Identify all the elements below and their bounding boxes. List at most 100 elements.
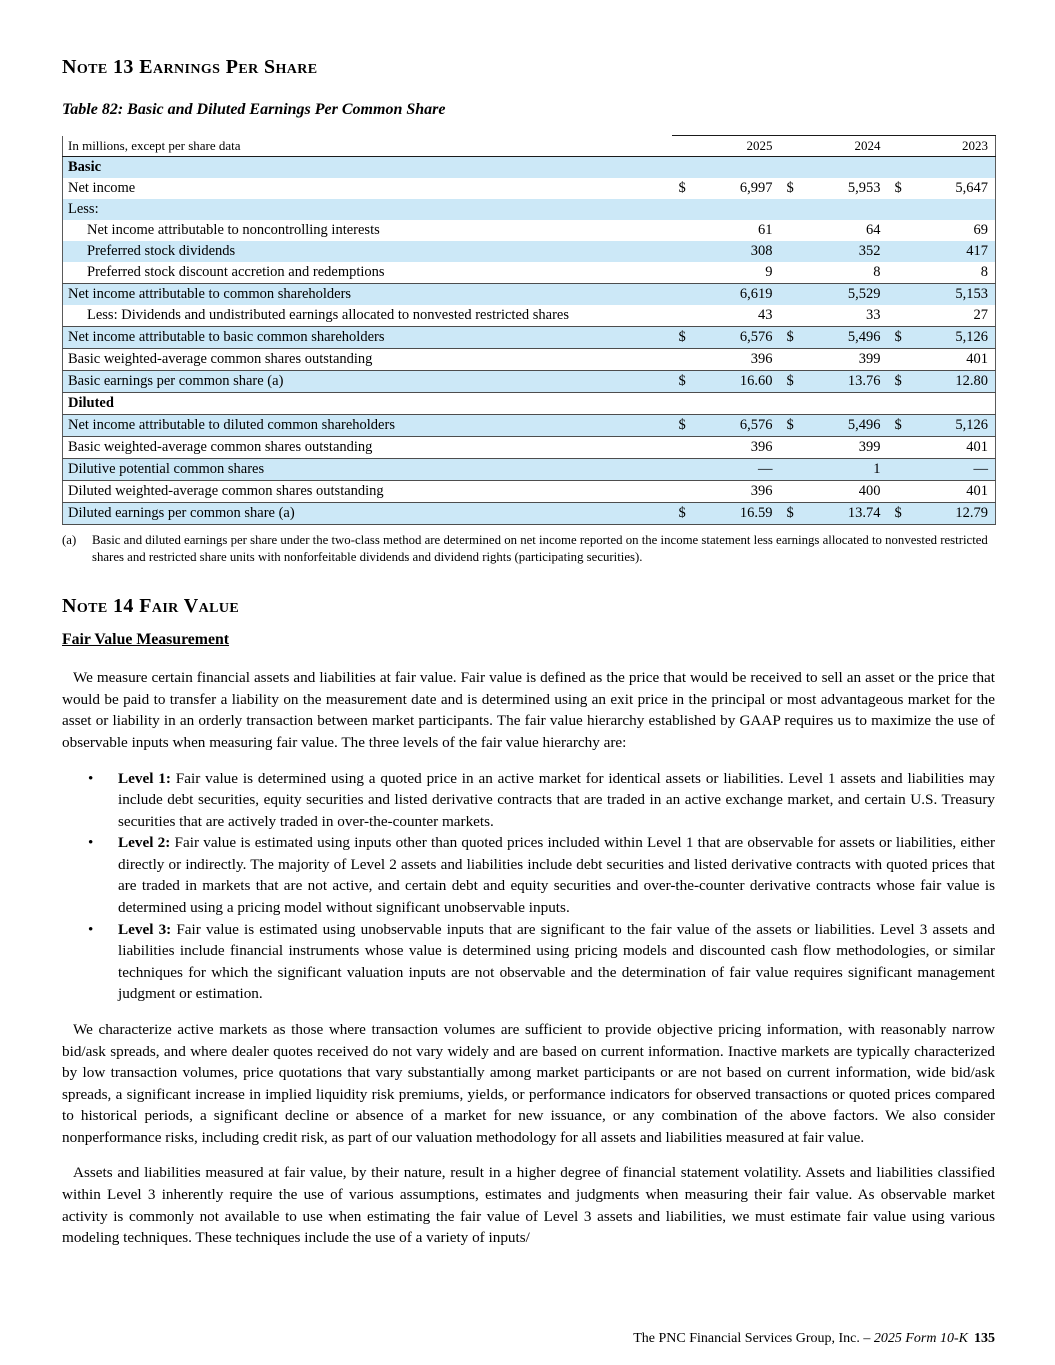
bullet-text: Level 2: Fair value is estimated using i…: [118, 832, 995, 918]
dollar-sign: [672, 305, 694, 327]
dollar-sign: [888, 220, 910, 241]
year-value: [909, 199, 996, 220]
dollar-sign: [887, 392, 910, 415]
bullet-lead: Level 3:: [118, 920, 172, 938]
dollar-sign: $: [786, 180, 794, 196]
dollar-sign: [779, 348, 802, 371]
row-label: Net income attributable to diluted commo…: [62, 414, 672, 437]
dollar-sign: [672, 220, 694, 241]
year-value: 5,126: [909, 326, 996, 349]
year-value: 13.76: [801, 370, 888, 393]
year-value: [693, 199, 780, 220]
dollar-sign: $: [779, 502, 802, 525]
row-label: Net income attributable to basic common …: [62, 326, 672, 349]
table-row: Net income $6,997 $5,953 $5,647: [63, 178, 996, 199]
dollar-sign: $: [671, 414, 694, 437]
year-value: 6,997: [739, 180, 773, 196]
fair-value-paragraph-3: Assets and liabilities measured at fair …: [62, 1164, 995, 1247]
dollar-sign: [887, 458, 910, 481]
year-value: 5,647: [955, 180, 988, 196]
dollar-sign: [779, 199, 802, 220]
dollar-sign: $: [887, 414, 910, 437]
year-value: [801, 156, 888, 178]
row-label: Dilutive potential common shares: [62, 458, 672, 481]
dollar-sign: $: [887, 326, 910, 349]
bullet-lead: Level 1:: [118, 769, 171, 787]
dollar-sign: [779, 241, 802, 262]
dollar-sign: [779, 156, 802, 178]
row-label: Net income attributable to noncontrollin…: [87, 222, 380, 238]
bullet-body: Fair value is determined using a quoted …: [118, 769, 995, 830]
dollar-sign: $: [887, 502, 910, 525]
year-value: [909, 156, 996, 178]
row-label: Diluted earnings per common share (a): [62, 502, 672, 525]
footer-form-name: 2025 Form 10-K: [873, 1331, 968, 1346]
unit-label: In millions, except per share data: [62, 135, 672, 157]
year-value: 399: [801, 436, 888, 459]
dollar-sign: $: [779, 370, 802, 393]
dollar-sign: [671, 348, 694, 371]
note14-heading: Note 14 Fair Value: [62, 595, 240, 618]
bullet-item: • Level 3: Fair value is estimated using …: [88, 919, 995, 1005]
dollar-sign: [671, 458, 694, 481]
year-value: [909, 392, 996, 415]
bullet-body: Fair value is estimated using unobservab…: [118, 920, 995, 1003]
year-value: 43: [758, 307, 773, 323]
dollar-sign: [671, 156, 694, 178]
table-row: Diluted weighted-average common shares o…: [62, 480, 996, 503]
year-header-spacer: [779, 135, 802, 157]
dollar-sign: [779, 436, 802, 459]
page-footer: The PNC Financial Services Group, Inc. –…: [633, 1331, 995, 1347]
row-label: Diluted weighted-average common shares o…: [62, 480, 672, 503]
year-value: 401: [909, 436, 996, 459]
dollar-sign: [887, 283, 910, 305]
year-value: 396: [693, 436, 780, 459]
dollar-sign: $: [894, 180, 902, 196]
year-value: 8: [873, 264, 881, 280]
row-label: Less:: [62, 199, 672, 220]
dollar-sign: [672, 262, 694, 284]
year-value: 27: [973, 307, 989, 323]
dollar-sign: [887, 199, 910, 220]
footnote-text: Basic and diluted earnings per share und…: [92, 533, 988, 564]
table-row: Basic weighted-average common shares out…: [62, 348, 996, 371]
table-row: Diluted: [62, 392, 996, 415]
year-value: [693, 392, 780, 415]
dollar-sign: [671, 436, 694, 459]
row-label: Basic earnings per common share (a): [62, 370, 672, 393]
dollar-sign: [887, 436, 910, 459]
row-label: Basic: [62, 156, 672, 178]
table-header-row: In millions, except per share data 2025 …: [62, 135, 996, 157]
dollar-sign: [779, 458, 802, 481]
dollar-sign: $: [678, 180, 686, 196]
year-value: 5,529: [801, 283, 888, 305]
dollar-sign: [671, 392, 694, 415]
dollar-sign: [887, 241, 910, 262]
year-value: 400: [801, 480, 888, 503]
table-row: Preferred stock dividends 308 352 417: [62, 241, 996, 262]
fair-value-levels-list: • Level 1: Fair value is determined using…: [62, 768, 995, 1005]
bullet-icon: •: [88, 769, 94, 787]
year-value: 9: [765, 264, 773, 280]
footnote-marker: (a): [62, 533, 77, 547]
fair-value-measurement-subheading: Fair Value Measurement: [62, 631, 230, 649]
footer-page-number: 135: [974, 1331, 995, 1346]
dollar-sign: $: [671, 326, 694, 349]
footer-company: The PNC Financial Services Group, Inc. –: [633, 1331, 874, 1346]
row-label: Net income attributable to common shareh…: [62, 283, 672, 305]
year-value: 5,126: [909, 414, 996, 437]
year-value: 69: [973, 222, 989, 238]
bullet-text: Level 3: Fair value is estimated using u…: [118, 919, 995, 1005]
dollar-sign: [887, 348, 910, 371]
year-value: —: [909, 458, 996, 481]
dollar-sign: [671, 241, 694, 262]
year-value: 12.79: [909, 502, 996, 525]
year-value: 64: [866, 222, 881, 238]
row-label: Basic weighted-average common shares out…: [62, 436, 672, 459]
year-value: 6,576: [693, 326, 780, 349]
table-row: Net income attributable to basic common …: [62, 326, 996, 349]
table-row: Net income attributable to diluted commo…: [62, 414, 996, 437]
year-value: 399: [801, 348, 888, 371]
row-label: Preferred stock dividends: [62, 241, 672, 262]
year-value: 16.59: [693, 502, 780, 525]
